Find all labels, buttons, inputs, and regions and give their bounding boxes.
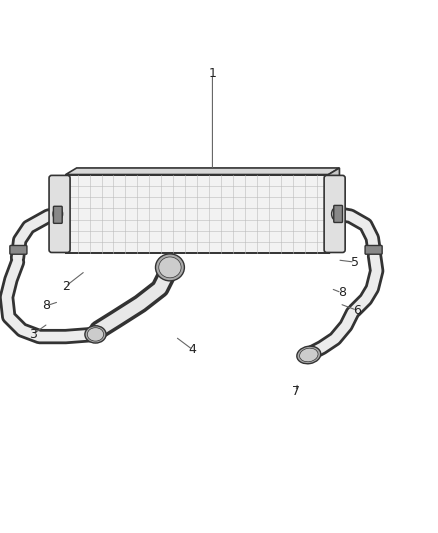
Ellipse shape [55,209,60,219]
Text: 2: 2 [62,280,70,293]
Text: 3: 3 [29,328,37,341]
Ellipse shape [300,348,318,362]
Text: 5: 5 [351,256,359,269]
FancyBboxPatch shape [365,246,382,254]
Text: 8: 8 [338,286,346,300]
Ellipse shape [53,207,63,221]
Text: 7: 7 [292,385,300,398]
Polygon shape [328,168,339,253]
Ellipse shape [297,346,321,364]
Polygon shape [66,174,328,253]
Text: 4: 4 [189,343,197,356]
FancyBboxPatch shape [53,206,62,223]
FancyBboxPatch shape [49,175,70,253]
Ellipse shape [159,257,181,278]
Text: 1: 1 [208,67,216,80]
Ellipse shape [334,209,339,219]
Ellipse shape [87,328,104,341]
Ellipse shape [85,326,106,343]
Ellipse shape [155,254,184,281]
Polygon shape [66,168,339,174]
Text: 6: 6 [353,304,361,317]
Text: 8: 8 [42,300,50,312]
FancyBboxPatch shape [324,175,345,253]
FancyBboxPatch shape [10,246,27,254]
FancyBboxPatch shape [334,205,343,222]
Ellipse shape [332,207,341,221]
